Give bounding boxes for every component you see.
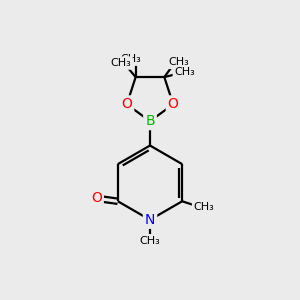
Text: CH₃: CH₃ <box>121 54 142 64</box>
Text: CH₃: CH₃ <box>140 236 160 246</box>
Text: O: O <box>122 97 132 111</box>
Text: O: O <box>91 191 102 205</box>
Text: O: O <box>168 97 178 111</box>
Text: CH₃: CH₃ <box>174 67 195 76</box>
Text: B: B <box>145 114 155 128</box>
Text: CH₃: CH₃ <box>168 57 189 68</box>
Text: N: N <box>145 213 155 227</box>
Text: CH₃: CH₃ <box>110 58 131 68</box>
Text: CH₃: CH₃ <box>194 202 214 212</box>
